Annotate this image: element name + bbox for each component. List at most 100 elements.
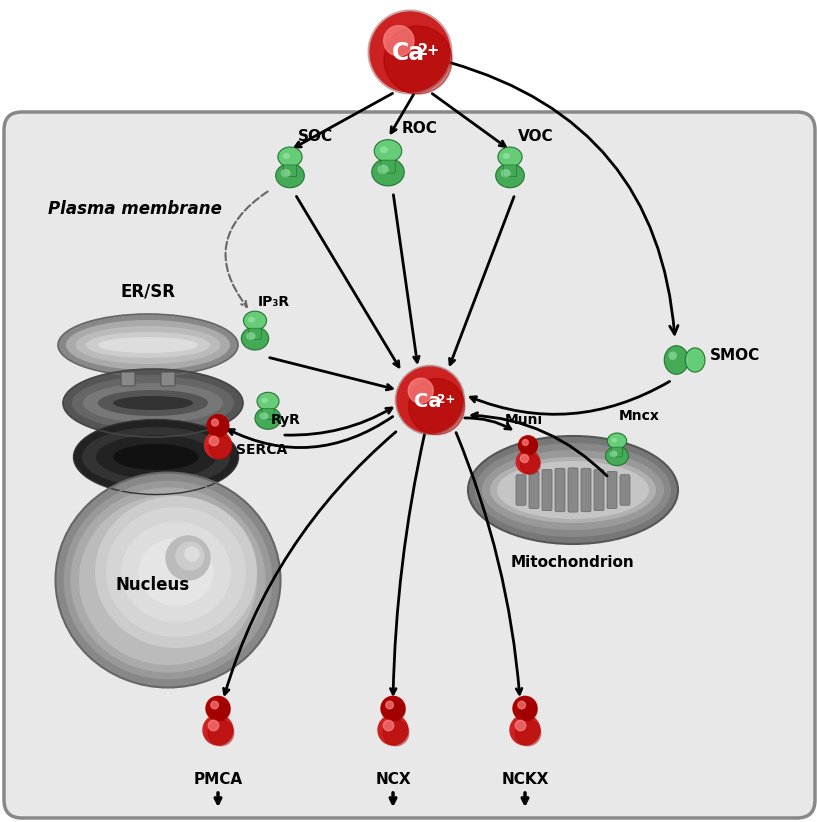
- FancyBboxPatch shape: [620, 475, 630, 506]
- Ellipse shape: [246, 332, 256, 340]
- Ellipse shape: [475, 443, 671, 537]
- Circle shape: [211, 701, 230, 720]
- Circle shape: [206, 696, 230, 720]
- Text: Nucleus: Nucleus: [116, 576, 190, 594]
- Circle shape: [212, 419, 229, 436]
- Circle shape: [522, 440, 538, 455]
- Ellipse shape: [490, 457, 656, 523]
- Circle shape: [519, 436, 538, 455]
- Ellipse shape: [497, 461, 649, 519]
- Ellipse shape: [380, 146, 388, 153]
- FancyBboxPatch shape: [542, 469, 552, 510]
- Circle shape: [522, 440, 529, 446]
- Ellipse shape: [609, 450, 618, 457]
- FancyBboxPatch shape: [503, 165, 516, 177]
- Circle shape: [386, 701, 405, 720]
- Circle shape: [204, 432, 231, 459]
- Ellipse shape: [70, 487, 266, 672]
- Text: SMOC: SMOC: [710, 348, 761, 363]
- Ellipse shape: [63, 369, 243, 437]
- Text: VOC: VOC: [518, 129, 554, 144]
- Circle shape: [370, 12, 450, 92]
- Text: Ca: Ca: [391, 41, 425, 65]
- Ellipse shape: [260, 413, 269, 420]
- FancyBboxPatch shape: [529, 471, 539, 509]
- FancyBboxPatch shape: [594, 469, 604, 510]
- Circle shape: [518, 701, 525, 709]
- Text: ER/SR: ER/SR: [120, 282, 176, 300]
- Circle shape: [185, 547, 199, 561]
- Ellipse shape: [66, 320, 230, 370]
- Ellipse shape: [275, 164, 304, 187]
- Ellipse shape: [261, 398, 268, 403]
- FancyBboxPatch shape: [283, 165, 297, 177]
- Text: PMCA: PMCA: [194, 772, 243, 787]
- Circle shape: [518, 701, 537, 720]
- Ellipse shape: [74, 419, 239, 495]
- Ellipse shape: [98, 390, 208, 416]
- Ellipse shape: [114, 444, 199, 470]
- FancyArrowPatch shape: [451, 62, 678, 334]
- Ellipse shape: [248, 316, 255, 322]
- Ellipse shape: [605, 446, 628, 465]
- Text: ROC: ROC: [402, 121, 438, 136]
- FancyBboxPatch shape: [262, 409, 274, 419]
- Ellipse shape: [79, 495, 257, 665]
- Circle shape: [516, 720, 541, 746]
- Circle shape: [381, 696, 405, 720]
- FancyBboxPatch shape: [568, 468, 578, 512]
- FancyBboxPatch shape: [121, 372, 135, 386]
- FancyBboxPatch shape: [612, 447, 623, 457]
- Text: Mncx: Mncx: [619, 409, 660, 423]
- Circle shape: [209, 436, 232, 459]
- Text: RyR: RyR: [271, 413, 301, 427]
- Ellipse shape: [482, 450, 664, 530]
- Ellipse shape: [106, 507, 246, 637]
- Ellipse shape: [95, 496, 257, 648]
- FancyBboxPatch shape: [4, 112, 815, 818]
- Text: SOC: SOC: [298, 129, 333, 144]
- Text: Mitochondrion: Mitochondrion: [511, 555, 635, 570]
- Circle shape: [408, 378, 433, 404]
- Circle shape: [208, 720, 219, 731]
- Ellipse shape: [121, 522, 231, 622]
- Text: NCX: NCX: [375, 772, 411, 787]
- Ellipse shape: [372, 159, 404, 186]
- Ellipse shape: [278, 147, 302, 167]
- Ellipse shape: [75, 326, 221, 364]
- FancyBboxPatch shape: [581, 469, 591, 512]
- Text: Ca: Ca: [414, 391, 442, 410]
- Ellipse shape: [83, 383, 223, 423]
- Circle shape: [510, 715, 540, 745]
- Circle shape: [208, 415, 229, 436]
- Circle shape: [383, 720, 408, 746]
- Text: Muni: Muni: [505, 413, 543, 427]
- FancyBboxPatch shape: [555, 469, 565, 512]
- Circle shape: [166, 536, 210, 580]
- FancyBboxPatch shape: [248, 328, 261, 339]
- Circle shape: [383, 720, 394, 731]
- Ellipse shape: [98, 337, 198, 353]
- Ellipse shape: [685, 348, 705, 372]
- Ellipse shape: [96, 435, 216, 479]
- Circle shape: [368, 10, 452, 94]
- Ellipse shape: [86, 332, 211, 358]
- Ellipse shape: [281, 169, 291, 178]
- Circle shape: [397, 367, 463, 433]
- FancyBboxPatch shape: [607, 471, 617, 509]
- Circle shape: [520, 455, 529, 463]
- Circle shape: [516, 720, 526, 731]
- Ellipse shape: [113, 396, 193, 410]
- FancyBboxPatch shape: [516, 475, 526, 506]
- Circle shape: [176, 542, 204, 570]
- Ellipse shape: [668, 352, 677, 360]
- Text: 2+: 2+: [437, 393, 455, 406]
- Circle shape: [408, 379, 465, 435]
- Text: 2+: 2+: [418, 44, 440, 58]
- Circle shape: [212, 419, 218, 426]
- Ellipse shape: [255, 407, 281, 429]
- Ellipse shape: [374, 140, 402, 162]
- Text: IP₃R: IP₃R: [258, 295, 290, 309]
- Ellipse shape: [139, 538, 213, 606]
- Ellipse shape: [664, 346, 689, 374]
